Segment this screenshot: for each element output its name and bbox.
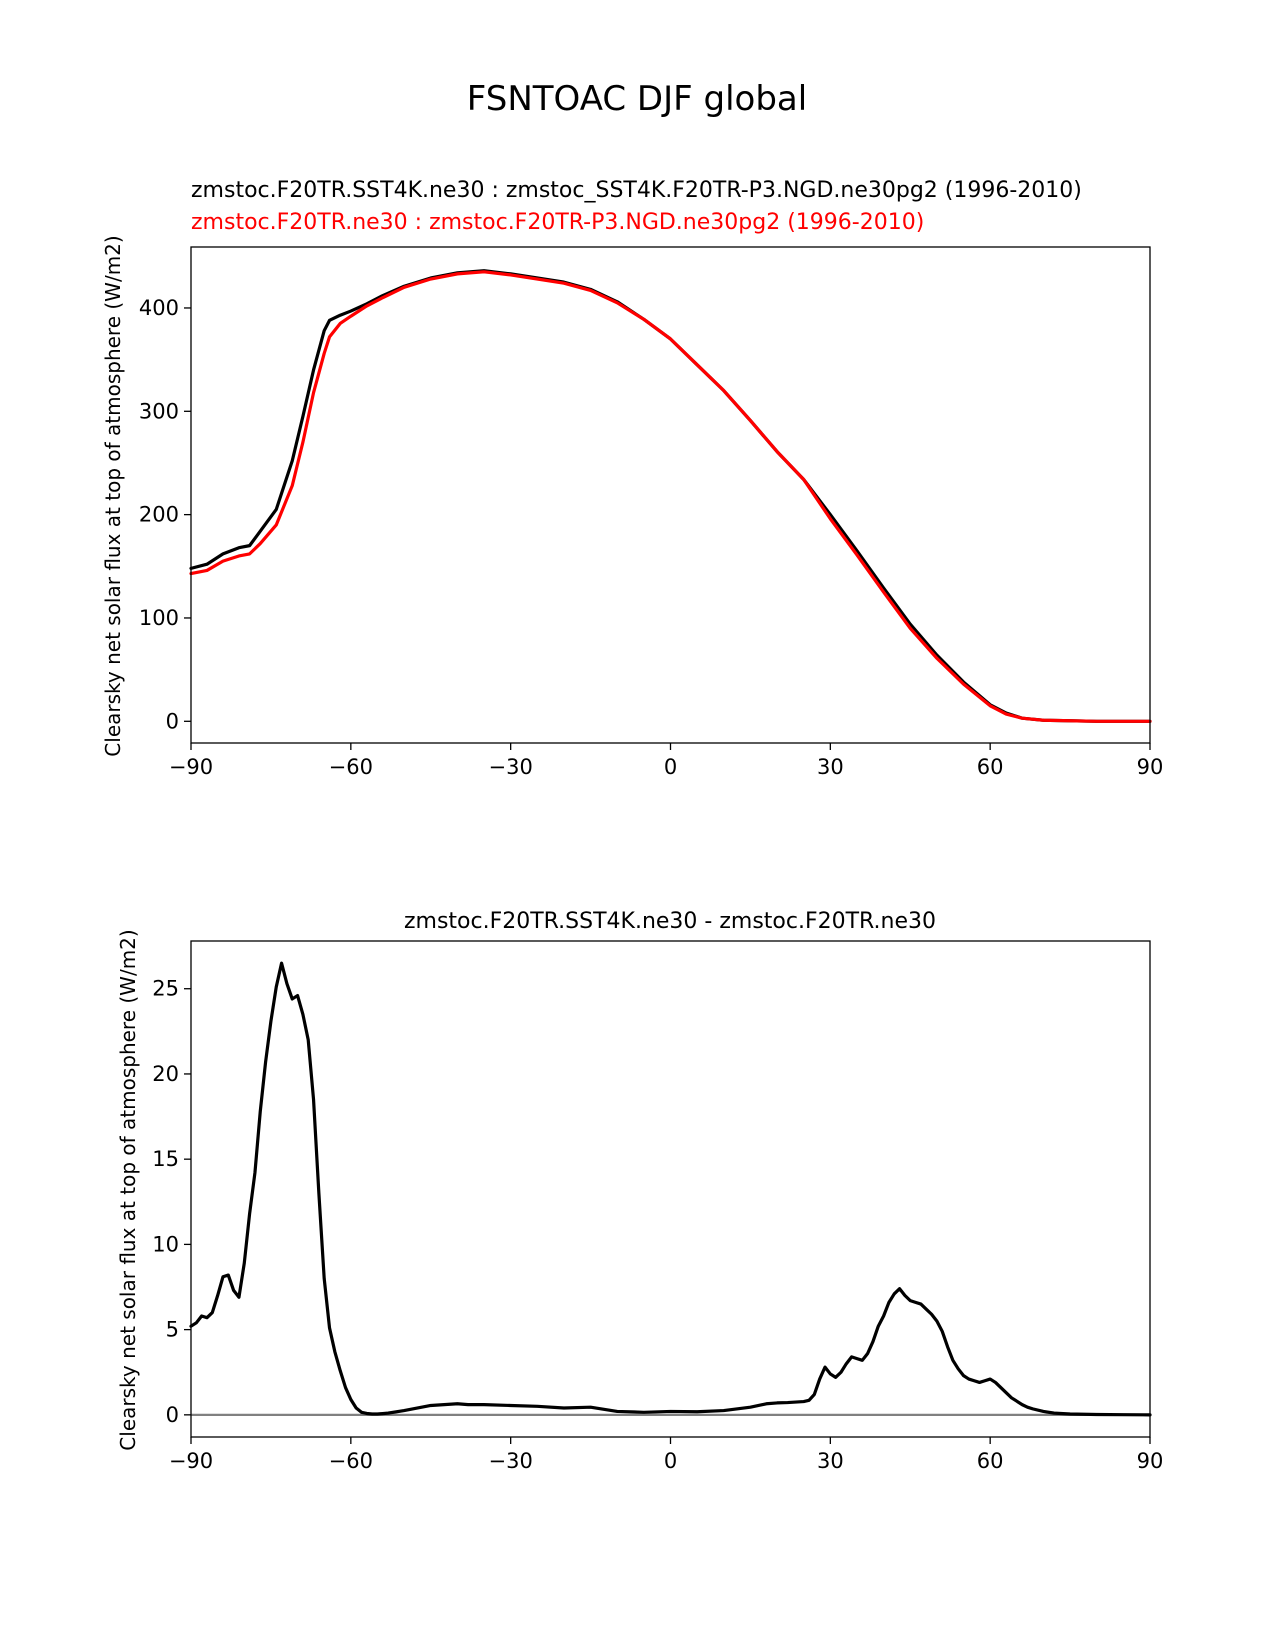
top-panel: zmstoc.F20TR.SST4K.ne30 : zmstoc_SST4K.F… [101, 178, 1163, 779]
bottom-panel-plot-frame [190, 940, 1151, 1438]
bottom-panel-title: zmstoc.F20TR.SST4K.ne30 - zmstoc.F20TR.n… [404, 909, 936, 934]
bottom-panel-y-tick-label: 20 [152, 1062, 179, 1086]
top-panel-y-tick-label: 0 [166, 709, 179, 733]
top-panel-y-tick-label: 300 [139, 399, 179, 423]
bottom-panel: zmstoc.F20TR.SST4K.ne30 - zmstoc.F20TR.n… [116, 909, 1163, 1473]
top-panel-x-tick-label: 90 [1137, 755, 1164, 779]
bottom-panel-y-tick-label: 10 [152, 1232, 179, 1256]
bottom-panel-y-axis-label: Clearsky net solar flux at top of atmosp… [116, 929, 140, 1450]
figure-title: FSNTOAC DJF global [467, 79, 807, 119]
bottom-panel-series-line-1 [189, 961, 1152, 1417]
top-panel-x-tick-label: −30 [489, 755, 533, 779]
top-panel-x-tick-label: 0 [664, 755, 677, 779]
top-panel-y-axis-label: Clearsky net solar flux at top of atmosp… [101, 235, 125, 756]
top-panel-x-tick-label: −60 [329, 755, 373, 779]
top-panel-plot-frame [190, 246, 1151, 744]
bottom-panel-x-tick-label: 90 [1137, 1449, 1164, 1473]
top-panel-y-tick-label: 200 [139, 503, 179, 527]
top-panel-series [189, 269, 1152, 723]
bottom-panel-y-tick-label: 5 [166, 1318, 179, 1342]
bottom-panel-x-tick-label: −30 [489, 1449, 533, 1473]
bottom-panel-y-tick-label: 15 [152, 1147, 179, 1171]
bottom-panel-series [189, 961, 1152, 1417]
top-panel-x-tick-label: 60 [977, 755, 1004, 779]
bottom-panel-x-tick-label: 60 [977, 1449, 1004, 1473]
top-panel-y-tick-label: 100 [139, 606, 179, 630]
top-panel-x-tick-label: −90 [169, 755, 213, 779]
top-panel-series-line-2 [189, 270, 1152, 723]
top-panel-ticks: −90 −60 −30 0 30 60 90 0 100 200 300 400 [139, 296, 1163, 779]
top-panel-title-line-2: zmstoc.F20TR.ne30 : zmstoc.F20TR-P3.NGD.… [191, 210, 924, 235]
bottom-panel-x-tick-label: −90 [169, 1449, 213, 1473]
bottom-panel-x-tick-label: −60 [329, 1449, 373, 1473]
bottom-panel-y-tick-label: 0 [166, 1403, 179, 1427]
bottom-panel-x-tick-label: 0 [664, 1449, 677, 1473]
bottom-panel-y-tick-label: 25 [152, 977, 179, 1001]
bottom-panel-ticks: −90 −60 −30 0 30 60 90 0 5 10 15 20 25 [152, 977, 1163, 1473]
top-panel-y-tick-label: 400 [139, 296, 179, 320]
top-panel-title-line-1: zmstoc.F20TR.SST4K.ne30 : zmstoc_SST4K.F… [191, 178, 1082, 203]
bottom-panel-x-tick-label: 30 [817, 1449, 844, 1473]
top-panel-x-tick-label: 30 [817, 755, 844, 779]
